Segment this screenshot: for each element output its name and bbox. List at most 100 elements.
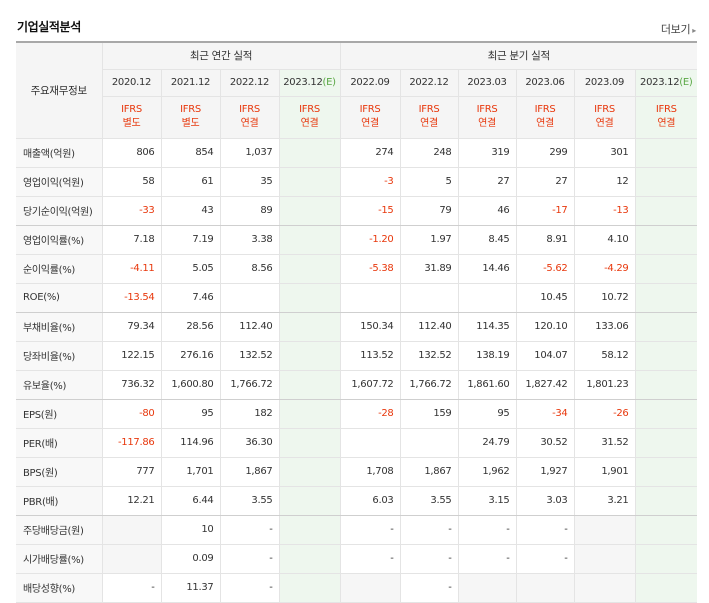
value-cell xyxy=(399,282,459,313)
period-label: 2022.09 xyxy=(350,77,390,88)
value-cell: 14.46 xyxy=(457,253,517,284)
table-row: 영업이익(억원) 58 61 35 -3 5 27 27 12 xyxy=(16,166,698,197)
value-cell: 138.19 xyxy=(457,340,517,371)
quarter-group-header: 최근 분기 실적 xyxy=(339,41,698,70)
value-cell: -1.20 xyxy=(339,224,401,255)
standard-type: 연결 xyxy=(361,118,379,129)
value-cell: 1,827.42 xyxy=(515,369,575,400)
table-row: 영업이익률(%) 7.18 7.19 3.38 -1.20 1.97 8.45 8.91 4.1… xyxy=(16,224,698,255)
more-label: 더보기 xyxy=(660,23,691,36)
table-row: 당좌비율(%) 122.15 276.16 132.52 113.52 132.52 138… xyxy=(16,340,698,371)
value-cell: 1,867 xyxy=(219,456,280,487)
value-cell xyxy=(634,282,698,313)
value-cell: 10.72 xyxy=(573,282,636,313)
value-cell: 113.52 xyxy=(339,340,401,371)
table-row: 주당배당금(원) 10- - - - - xyxy=(16,514,698,545)
value-cell: 1,962 xyxy=(457,456,517,487)
row-label: 순이익률(%) xyxy=(16,253,103,284)
accounting-standard: IFRS 연결 xyxy=(278,95,341,139)
value-cell: - xyxy=(219,514,280,545)
value-cell: -34 xyxy=(515,398,575,429)
value-cell: -4.29 xyxy=(573,253,636,284)
value-cell: 319 xyxy=(457,137,517,168)
value-cell xyxy=(278,137,341,168)
table-row: 순이익률(%) -4.11 5.05 8.56 -5.38 31.89 14.46 -5.62… xyxy=(16,253,698,284)
value-cell xyxy=(339,282,401,313)
value-cell: 299 xyxy=(515,137,575,168)
table-row: BPS(원) 777 1,701 1,867 1,708 1,867 1,962 1,927 1… xyxy=(16,456,698,487)
standard-name: IFRS xyxy=(180,104,201,115)
value-cell: -15 xyxy=(339,195,401,226)
row-label: 주당배당금(원) xyxy=(16,514,103,545)
value-cell xyxy=(573,543,636,574)
value-cell: - xyxy=(339,543,401,574)
value-cell: 12 xyxy=(573,166,636,197)
value-cell xyxy=(634,166,698,197)
value-cell: 3.15 xyxy=(457,485,517,516)
standard-type: 연결 xyxy=(657,118,676,129)
value-cell: 31.89 xyxy=(399,253,459,284)
value-cell: 36.30 xyxy=(219,427,280,458)
accounting-standard: IFRS 별도 xyxy=(160,95,221,139)
value-cell: -17 xyxy=(515,195,575,226)
accounting-standard: IFRS 연결 xyxy=(457,95,517,139)
value-cell: - xyxy=(399,572,459,603)
standard-type: 연결 xyxy=(420,118,438,129)
value-cell: 8.56 xyxy=(219,253,280,284)
period-label: 2023.09 xyxy=(584,77,625,88)
value-cell: 1.97 xyxy=(399,224,459,255)
value-cell: 1,600.80 xyxy=(160,369,221,400)
value-cell: 10 xyxy=(160,514,221,545)
value-cell: 736.32 xyxy=(101,369,162,400)
standard-name: IFRS xyxy=(476,104,498,115)
value-cell xyxy=(634,427,698,458)
period-label: 2023.12 xyxy=(640,77,680,88)
value-cell xyxy=(339,572,401,603)
value-cell xyxy=(278,369,341,400)
value-cell: 28.56 xyxy=(160,311,221,342)
value-cell: 122.15 xyxy=(101,340,162,371)
value-cell: - xyxy=(101,572,162,603)
value-cell: 58 xyxy=(101,166,162,197)
financial-table: 주요재무정보 최근 연간 실적 최근 분기 실적 2020.12 2021.12 2… xyxy=(16,41,698,603)
table-row: PER(배) -117.86 114.96 36.30 24.79 30.52 31.52 xyxy=(16,427,698,458)
standard-type: 연결 xyxy=(595,118,614,129)
value-cell: 112.40 xyxy=(399,311,459,342)
period-label: 2023.12 xyxy=(283,77,323,88)
value-cell: 79 xyxy=(399,195,459,226)
value-cell: -28 xyxy=(339,398,401,429)
value-cell xyxy=(339,427,401,458)
period-label: 2022.12 xyxy=(409,77,449,88)
value-cell: 24.79 xyxy=(457,427,517,458)
period-label: 2022.12 xyxy=(229,77,270,88)
value-cell: - xyxy=(515,514,575,545)
value-cell: 1,037 xyxy=(219,137,280,168)
value-cell xyxy=(278,398,341,429)
value-cell xyxy=(634,311,698,342)
value-cell: 10.45 xyxy=(515,282,575,313)
standard-type: 별도 xyxy=(122,118,141,129)
value-cell: 3.55 xyxy=(399,485,459,516)
accounting-standard: IFRS 연결 xyxy=(399,95,459,139)
label-header: 주요재무정보 xyxy=(16,41,103,139)
value-cell: 133.06 xyxy=(573,311,636,342)
row-label: 시가배당률(%) xyxy=(16,543,103,574)
value-cell xyxy=(278,543,341,574)
value-cell xyxy=(634,253,698,284)
value-cell xyxy=(278,427,341,458)
value-cell: 12.21 xyxy=(101,485,162,516)
table-row: 시가배당률(%) 0.09- - - - - xyxy=(16,543,698,574)
value-cell: 5 xyxy=(399,166,459,197)
more-link[interactable]: 더보기 ▸ xyxy=(661,21,696,37)
period-header: 2023.03 xyxy=(457,68,517,97)
value-cell: 104.07 xyxy=(515,340,575,371)
value-cell: 132.52 xyxy=(219,340,280,371)
table-row: 매출액(억원) 806 854 1,037 274 248 319 299 301 xyxy=(16,137,698,168)
value-cell: 1,701 xyxy=(160,456,221,487)
row-label: PBR(배) xyxy=(16,485,103,516)
standard-name: IFRS xyxy=(121,104,142,115)
value-cell xyxy=(278,282,341,313)
value-cell: 1,766.72 xyxy=(399,369,459,400)
value-cell: 3.03 xyxy=(515,485,575,516)
value-cell: 777 xyxy=(101,456,162,487)
